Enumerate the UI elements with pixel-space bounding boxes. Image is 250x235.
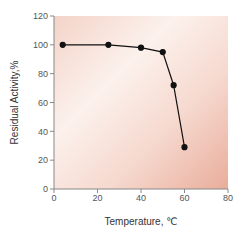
svg-text:0: 0	[51, 193, 56, 203]
svg-text:20: 20	[38, 155, 48, 165]
svg-text:80: 80	[223, 193, 233, 203]
svg-text:40: 40	[38, 127, 48, 137]
svg-text:100: 100	[33, 40, 48, 50]
svg-text:0: 0	[43, 184, 48, 194]
svg-text:60: 60	[38, 98, 48, 108]
svg-text:Temperature, ℃: Temperature, ℃	[105, 216, 178, 227]
svg-text:60: 60	[179, 193, 189, 203]
svg-text:Residual Activity,%: Residual Activity,%	[9, 61, 20, 145]
svg-text:120: 120	[33, 11, 48, 21]
svg-text:80: 80	[38, 69, 48, 79]
svg-text:20: 20	[92, 193, 102, 203]
svg-text:40: 40	[136, 193, 146, 203]
